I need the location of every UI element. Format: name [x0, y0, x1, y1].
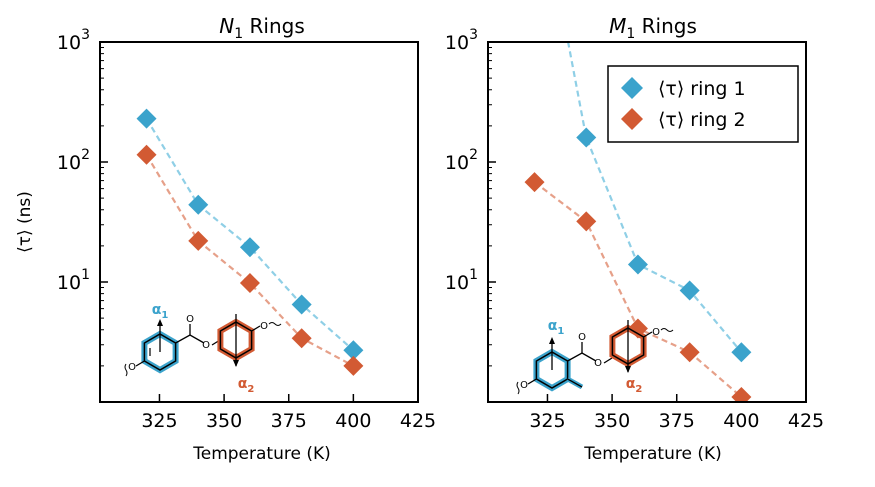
data-point-ring2 — [343, 355, 364, 376]
data-point-ring1 — [291, 294, 312, 315]
data-point-ring1 — [679, 280, 700, 301]
molecule-diagram: O O O α2 α1 O — [516, 318, 674, 395]
panel-n1: N1 Rings ⟨τ⟩ (ns) Temperature (K) 325 350… — [15, 14, 436, 464]
axis-ticks: 325 350 375 400 425 101 102 103 — [57, 27, 436, 432]
series-line-ring1 — [566, 42, 743, 353]
legend-label-ring2: ⟨τ⟩ ring 2 — [658, 109, 746, 131]
alpha1-label: α1 — [152, 302, 169, 321]
ester-o: O — [594, 358, 602, 369]
data-point-ring2 — [188, 230, 209, 251]
y-axis-label: ⟨τ⟩ (ns) — [15, 191, 35, 253]
benzene-ring-1 — [535, 351, 569, 389]
y-tick-label: 103 — [445, 27, 478, 54]
x-tick-label: 325 — [141, 410, 177, 432]
data-point-ring2 — [576, 211, 597, 232]
legend: ⟨τ⟩ ring 1 ⟨τ⟩ ring 2 — [607, 65, 799, 143]
ether-o-left: O — [128, 362, 136, 373]
x-tick-label: 400 — [723, 410, 759, 432]
legend-marker-ring1 — [621, 77, 643, 99]
x-axis-label: Temperature (K) — [192, 444, 331, 464]
data-point-ring1 — [188, 194, 209, 215]
x-tick-label: 425 — [788, 410, 824, 432]
x-tick-label: 350 — [594, 410, 630, 432]
series-line-ring2 — [145, 154, 354, 367]
alpha1-label: α1 — [548, 318, 565, 337]
x-tick-label: 400 — [335, 410, 371, 432]
data-point-ring1 — [627, 254, 648, 275]
carbonyl-o: O — [578, 332, 586, 343]
legend-box — [607, 65, 799, 143]
series-line-ring1 — [145, 118, 355, 352]
x-tick-label: 325 — [529, 410, 565, 432]
molecule-diagram: O O O α2 α1 O — [124, 302, 282, 395]
data-point-ring1 — [239, 237, 260, 258]
alpha2-label: α2 — [626, 376, 643, 395]
carbonyl-o: O — [186, 314, 194, 325]
data-point-ring2 — [731, 387, 752, 402]
y-tick-label: 102 — [445, 147, 478, 174]
y-tick-label: 101 — [57, 267, 90, 294]
legend-marker-ring2 — [621, 108, 643, 130]
data-point-ring2 — [136, 144, 157, 165]
ether-o-left: O — [520, 380, 528, 391]
data-point-ring2 — [291, 328, 312, 349]
x-tick-label: 350 — [206, 410, 242, 432]
y-tick-label: 101 — [445, 267, 478, 294]
y-tick-label: 102 — [57, 147, 90, 174]
data-point-ring2 — [524, 172, 545, 193]
series-markers — [524, 127, 752, 402]
x-tick-label: 425 — [400, 410, 436, 432]
plot-frame — [487, 41, 807, 403]
alpha2-label: α2 — [238, 376, 255, 395]
legend-label-ring1: ⟨τ⟩ ring 1 — [658, 78, 746, 100]
data-point-ring1 — [343, 340, 364, 361]
y-tick-label: 103 — [57, 27, 90, 54]
x-tick-label: 375 — [659, 410, 695, 432]
plot-frame — [99, 41, 419, 403]
series-markers — [136, 108, 364, 376]
data-point-ring1 — [576, 127, 597, 148]
data-point-ring1 — [731, 342, 752, 363]
data-point-ring2 — [679, 342, 700, 363]
ester-o: O — [202, 340, 210, 351]
data-point-ring1 — [136, 108, 157, 129]
x-axis-label: Temperature (K) — [583, 444, 722, 464]
panel-title: M1 Rings — [609, 14, 697, 42]
panel-m1: M1 Rings Temperature (K) 325 350 375 400 425… — [445, 14, 824, 464]
panel-title: N1 Rings — [219, 14, 305, 42]
data-point-ring2 — [239, 273, 260, 294]
ether-o-right: O — [652, 327, 660, 338]
axis-ticks: 325 350 375 400 425 101 102 103 — [445, 27, 824, 432]
x-tick-label: 375 — [271, 410, 307, 432]
ether-o-right: O — [260, 321, 268, 332]
